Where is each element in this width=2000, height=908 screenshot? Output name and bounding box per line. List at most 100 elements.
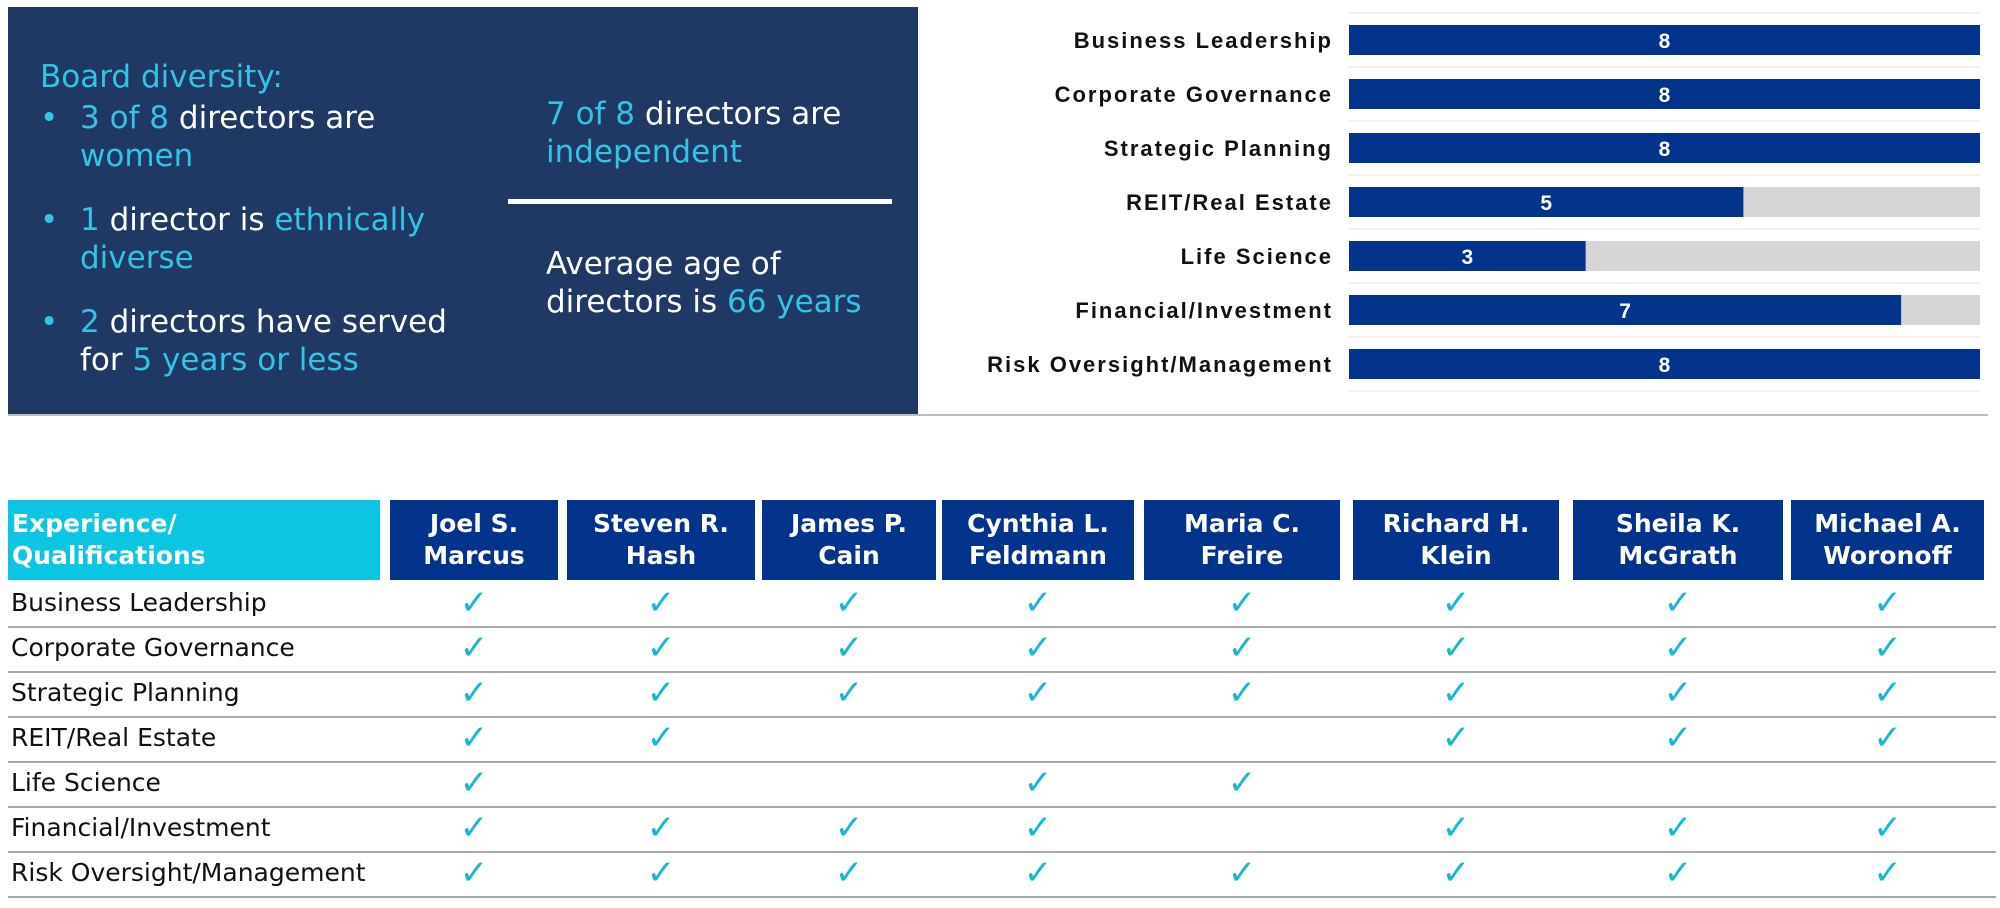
bullet-dot: • [40,100,59,136]
check-icon: ✓ [834,628,864,668]
check-icon: ✓ [646,853,676,893]
director-header: Cynthia L. Feldmann [942,500,1134,580]
check-icon: ✓ [459,673,489,713]
category-label: Strategic Planning [1104,136,1333,161]
ethnic-text: director is [99,202,275,238]
bar-corporate-governance [1349,79,1980,109]
check-icon: ✓ [459,853,489,893]
check-icon: ✓ [1873,673,1902,713]
row-label: Life Science [11,768,161,797]
bullet-dot: • [40,304,59,340]
diversity-heading: Board diversity: [40,59,283,95]
check-icon: ✓ [1441,583,1471,623]
check-icon: ✓ [459,763,489,803]
check-icon: ✓ [1873,718,1902,758]
check-icon: ✓ [1227,673,1257,713]
director-header: James P. Cain [762,500,936,580]
check-icon: ✓ [1227,763,1257,803]
matrix-row: Life Science ✓ ✓ ✓ [8,763,1996,808]
check-icon: ✓ [834,673,864,713]
row-label: Financial/Investment [11,813,271,842]
check-icon: ✓ [1663,853,1693,893]
section-rule [8,414,1988,416]
bar-value-label: 8 [1659,354,1671,377]
category-label: Financial/Investment [1075,298,1333,323]
ethnic-count: 1 [80,202,100,238]
check-icon: ✓ [1023,583,1053,623]
ethnic-label: ethnically diverse [80,202,426,276]
tenure-count: 2 [80,304,100,340]
check-icon: ✓ [1441,808,1471,848]
matrix-header-corner: Experience/ Qualifications [8,500,380,580]
bar-strategic-planning [1349,133,1980,163]
independent-count: 7 of 8 [546,96,636,132]
age-text: Average age of directors is [546,246,781,320]
check-icon: ✓ [1023,628,1053,668]
bar-value-label: 3 [1461,246,1473,269]
director-header: Steven R. Hash [567,500,755,580]
check-icon: ✓ [646,673,676,713]
check-icon: ✓ [1441,673,1471,713]
check-icon: ✓ [1441,853,1471,893]
bullet-dot: • [40,202,59,238]
check-icon: ✓ [1663,718,1693,758]
check-icon: ✓ [1023,763,1053,803]
check-icon: ✓ [1663,628,1693,668]
check-icon: ✓ [1663,808,1693,848]
check-icon: ✓ [834,808,864,848]
check-icon: ✓ [1227,583,1257,623]
bar-financial-investment [1349,295,1902,325]
matrix-row: REIT/Real Estate ✓ ✓ ✓ ✓ ✓ [8,718,1996,763]
check-icon: ✓ [1873,583,1902,623]
diversity-list: • 3 of 8 directors are women • 1 director … [40,99,480,379]
director-header: Richard H. Klein [1353,500,1559,580]
check-icon: ✓ [1227,853,1257,893]
skills-bar-chart: 8 Business Leadership 8 Corporate Governanc… [987,12,1980,392]
check-icon: ✓ [1663,673,1693,713]
check-icon: ✓ [1023,808,1053,848]
director-header: Joel S. Marcus [390,500,558,580]
check-icon: ✓ [459,628,489,668]
bar-value-label: 8 [1659,30,1671,53]
row-label: Corporate Governance [11,633,295,662]
check-icon: ✓ [1441,718,1471,758]
matrix-row: Business Leadership ✓ ✓ ✓ ✓ ✓ ✓ ✓ ✓ [8,583,1996,628]
tenure-text: directors have served for [80,304,447,378]
director-header: Michael A. Woronoff [1791,500,1984,580]
matrix-row: Corporate Governance ✓ ✓ ✓ ✓ ✓ ✓ ✓ ✓ [8,628,1996,673]
check-icon: ✓ [1227,628,1257,668]
bar-business-leadership [1349,25,1980,55]
bar-life-science [1349,241,1586,271]
bar-value-label: 7 [1619,300,1631,323]
tenure-label: 5 years or less [132,342,359,378]
independence-stat: 7 of 8 directors are independent [546,95,886,171]
check-icon: ✓ [834,583,864,623]
row-label: Business Leadership [11,588,267,617]
check-icon: ✓ [459,718,489,758]
check-icon: ✓ [1023,853,1053,893]
category-label: Business Leadership [1074,28,1333,53]
age-stat: Average age of directors is 66 years [546,245,886,321]
check-icon: ✓ [459,808,489,848]
independent-label: independent [546,134,742,170]
check-icon: ✓ [834,853,864,893]
category-label: REIT/Real Estate [1126,190,1333,215]
check-icon: ✓ [646,583,676,623]
bar-value-label: 8 [1659,138,1671,161]
women-label: women [80,138,194,174]
diversity-item-women: • 3 of 8 directors are women [40,99,480,175]
check-icon: ✓ [1873,853,1902,893]
check-icon: ✓ [1663,583,1693,623]
row-label: REIT/Real Estate [11,723,217,752]
row-label: Risk Oversight/Management [11,858,366,887]
women-count: 3 of 8 [80,100,170,136]
category-label: Corporate Governance [1055,82,1333,107]
bar-value-label: 5 [1540,192,1552,215]
check-icon: ✓ [1023,673,1053,713]
check-icon: ✓ [459,583,489,623]
board-summary-panel: Board diversity: • 3 of 8 directors are w… [8,7,918,414]
stat-divider [508,199,892,204]
matrix-row: Financial/Investment ✓ ✓ ✓ ✓ ✓ ✓ ✓ [8,808,1996,853]
matrix-row: Risk Oversight/Management ✓ ✓ ✓ ✓ ✓ ✓ ✓ ✓ [8,853,1996,898]
check-icon: ✓ [646,718,676,758]
